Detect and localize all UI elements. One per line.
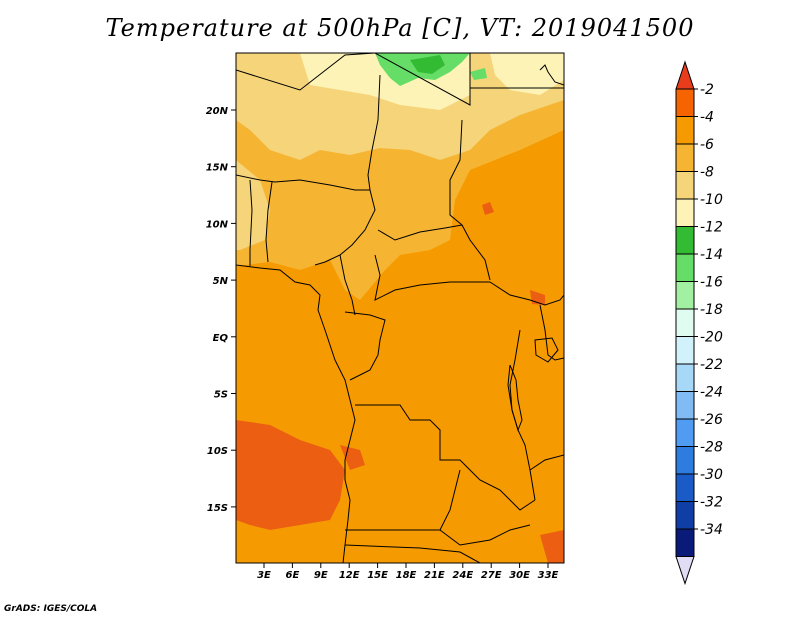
border-nigeria-west [265,181,273,263]
colorbar-label: -26 [700,412,723,428]
lon-label: 9E [314,570,328,581]
temperature-field [236,53,564,563]
border-north-2 [374,53,471,106]
colorbar-label: -12 [700,220,723,236]
map-title: Temperature at 500hPa [C], VT: 201904150… [105,14,695,42]
lake-tanganyika [507,364,523,432]
border-zambia [439,524,531,546]
colorbar-box [675,171,695,200]
colorbar-label: -30 [700,467,723,483]
colorbar-bottom-arrow [675,556,695,586]
colorbar-label: -24 [700,385,723,401]
colorbar-label: -22 [700,357,723,373]
colorbar-label: -2 [700,82,714,98]
colorbar-box [675,281,695,310]
lat-label: 20N [206,106,229,117]
colorbar-label: -20 [700,330,723,346]
colorbar-box [675,198,695,227]
map-frame [235,52,565,564]
lat-axis: 20N 15N 10N 5N EQ 5S 10S 15S [206,106,236,514]
field-warm-spot [482,202,494,215]
colorbar-box [675,308,695,337]
lon-label: 18E [396,570,417,581]
colorbar-box [675,116,695,145]
colorbar: -2 -4 -6 -8 -10 -12 -14 -16 -18 -20 -22 -24 -26 -28 -3… [675,60,723,586]
lat-label: 10S [207,446,228,457]
field-warm-sw-2 [340,445,365,470]
colorbar-label: -16 [700,275,723,291]
lat-label: 5S [214,390,228,401]
lat-label: 10N [206,219,229,230]
field-very-pale-2 [490,53,564,95]
lon-label: 21E [424,570,445,581]
border-east-1 [539,304,564,361]
border-angola [345,469,461,531]
border-namibia [344,544,481,563]
colorbar-box [675,528,695,557]
colorbar-box [675,501,695,530]
lon-label: 27E [481,570,502,581]
lon-axis: 3E 6E 9E 12E 15E 18E 21E 24E 27E 30E 33E [257,563,559,581]
grads-credit: GrADS: IGES/COLA [4,604,98,614]
coastline-west [236,264,356,563]
border-chad-west [367,74,381,191]
lon-label: 6E [286,570,300,581]
field-warm-sw [236,420,345,530]
colorbar-label: -10 [700,192,723,208]
border-drc-south [355,404,536,511]
lat-label: 5N [213,276,229,287]
border-chad-east [449,119,491,281]
colorbar-label: -14 [700,247,723,263]
lon-label: 3E [257,570,271,581]
colorbar-box [675,363,695,392]
colorbar-label: -28 [700,440,723,456]
colorbar-box [675,226,695,255]
lon-label: 30E [509,570,530,581]
lon-label: 24E [452,570,473,581]
lon-label: 12E [339,570,360,581]
border-cameroon [339,254,356,316]
colorbar-box [675,253,695,282]
field-green-dark [410,55,445,74]
lat-label: EQ [213,333,229,344]
field-warm-se [540,530,564,563]
colorbar-label: -8 [700,165,714,181]
coast-nile [539,64,564,86]
lon-label: 15E [367,570,388,581]
lake-victoria [534,337,559,363]
colorbar-box [675,446,695,475]
colorbar-box [675,143,695,172]
colorbar-box [675,336,695,365]
colorbar-label: -4 [700,110,714,126]
field-pale-yellow-2 [236,160,270,250]
colorbar-label: -6 [700,137,714,153]
colorbar-label: -18 [700,302,723,318]
border-car-south [374,254,490,301]
border-car [377,224,463,241]
lat-label: 15N [206,163,229,174]
border-benin [249,179,253,266]
country-borders [236,53,564,563]
field-green-small [470,68,487,80]
lon-label: 33E [538,570,559,581]
colorbar-box [675,418,695,447]
colorbar-box [675,391,695,420]
colorbar-label: -34 [700,522,723,538]
colorbar-label: -32 [700,495,723,511]
border-tanzania [529,454,564,471]
border-congo [344,311,386,381]
border-south-sudan [489,281,564,306]
colorbar-box [675,473,695,502]
colorbar-top-arrow [675,60,695,90]
border-north-1 [236,53,376,91]
colorbar-box [675,88,695,117]
lat-label: 15S [207,503,228,514]
